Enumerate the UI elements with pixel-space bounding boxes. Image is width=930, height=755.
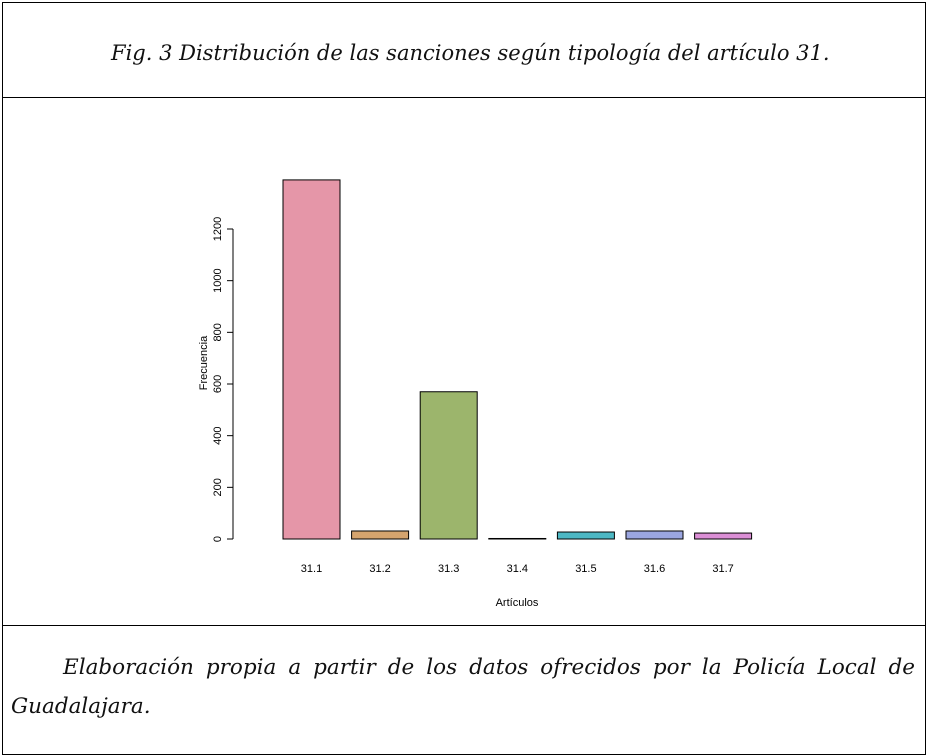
x-tick-label: 31.4 [507,563,528,575]
caption-cell: Elaboración propia a partir de los datos… [2,625,926,755]
y-tick-label: 0 [212,536,224,542]
y-axis-label: Frecuencia [198,335,210,390]
y-tick-label: 600 [212,375,224,393]
y-tick-label: 200 [212,478,224,496]
bar [282,179,341,540]
figure-title: Fig. 3 Distribución de las sanciones seg… [111,41,830,65]
x-tick-label: 31.6 [644,563,665,575]
caption: Elaboración propia a partir de los datos… [11,655,915,719]
bar [419,391,478,540]
y-tick-label: 1000 [212,268,224,292]
bar [351,530,410,540]
bar [556,531,615,540]
y-tick-label: 1200 [212,217,224,241]
x-tick-label: 31.7 [712,563,733,575]
bar [488,537,547,540]
y-tick-label: 800 [212,323,224,341]
bar [694,532,753,540]
x-tick-label: 31.1 [301,563,322,575]
y-tick-label: 400 [212,426,224,444]
x-axis-label: Artículos [496,597,539,609]
x-tick-label: 31.2 [369,563,390,575]
x-tick-label: 31.5 [575,563,596,575]
bar [625,530,684,540]
x-tick-label: 31.3 [438,563,459,575]
